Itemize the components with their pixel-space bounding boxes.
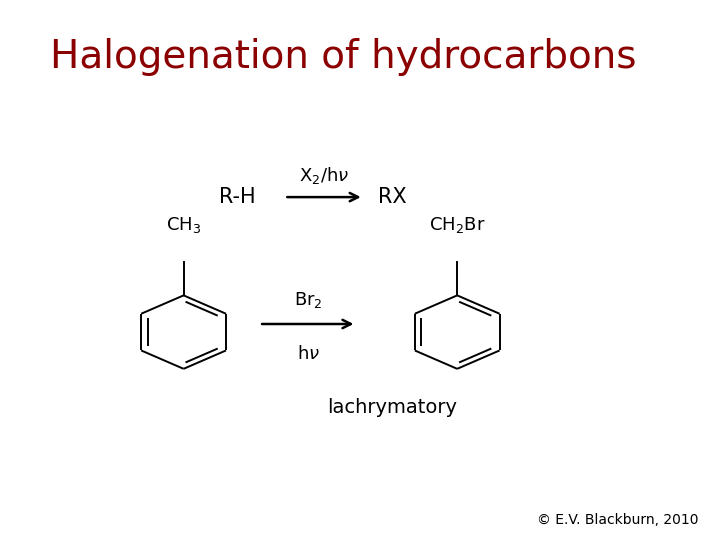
Text: X$_2$/h$\nu$: X$_2$/h$\nu$: [299, 165, 349, 186]
Text: R-H: R-H: [219, 187, 256, 207]
Text: Br$_2$: Br$_2$: [294, 289, 323, 310]
Text: RX: RX: [378, 187, 407, 207]
Text: lachrymatory: lachrymatory: [328, 398, 457, 417]
Text: Halogenation of hydrocarbons: Halogenation of hydrocarbons: [50, 38, 637, 76]
Text: CH$_3$: CH$_3$: [166, 215, 201, 235]
Text: © E.V. Blackburn, 2010: © E.V. Blackburn, 2010: [537, 512, 698, 526]
Text: h$\nu$: h$\nu$: [297, 345, 320, 363]
Text: CH$_2$Br: CH$_2$Br: [429, 215, 485, 235]
